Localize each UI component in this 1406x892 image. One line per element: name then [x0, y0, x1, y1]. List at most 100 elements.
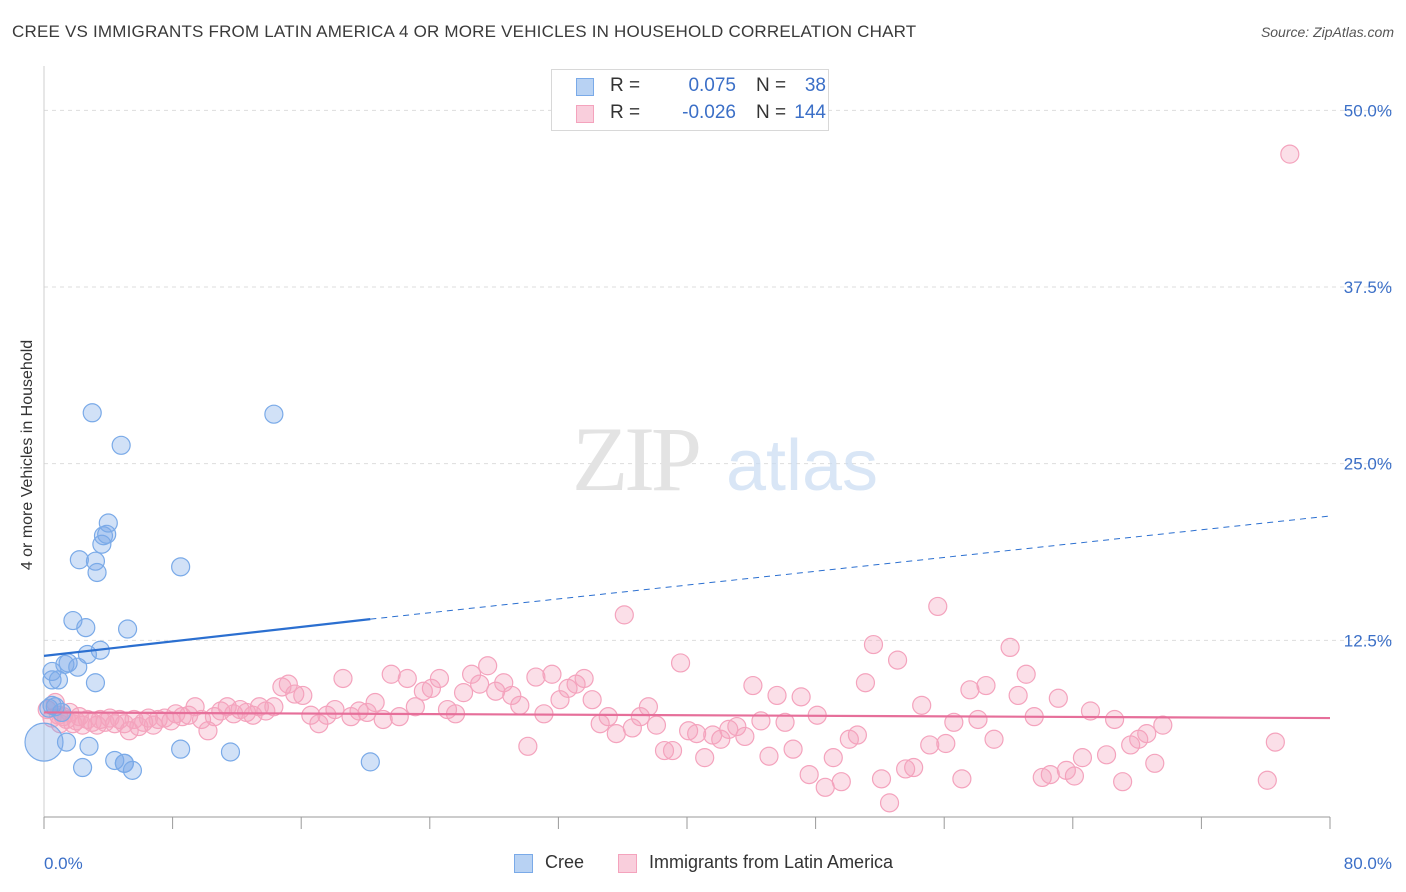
latin-america-points: [37, 144, 1300, 813]
latin-point: [799, 764, 819, 785]
cree-trend-line: [43, 618, 371, 657]
latin-point: [397, 668, 417, 689]
latin-swatch: [576, 105, 594, 123]
latin-point: [1113, 772, 1133, 792]
latin-point: [735, 726, 755, 747]
cree-point: [85, 673, 106, 693]
cree-point: [69, 550, 89, 570]
latin-point: [461, 664, 482, 684]
latin-point: [357, 702, 377, 723]
latin-point: [928, 596, 948, 617]
cree-point: [56, 732, 77, 752]
watermark-zip: ZIP: [572, 408, 699, 510]
n-value-cree: 38: [804, 75, 826, 96]
y-tick-label: 25.0%: [1344, 455, 1392, 474]
cree-point: [24, 722, 64, 762]
latin-point: [526, 667, 546, 687]
latin-point: [952, 769, 972, 789]
latin-point: [936, 733, 956, 754]
latin-point: [1072, 748, 1093, 768]
latin-point: [405, 697, 425, 717]
r-value-cree: 0.075: [688, 75, 736, 96]
cree-point: [42, 695, 62, 715]
axes: [43, 66, 1331, 829]
latin-point: [574, 668, 594, 689]
latin-point: [630, 707, 650, 727]
x-tick-label: 80.0%: [1344, 854, 1392, 873]
latin-point: [831, 772, 851, 792]
latin-point: [687, 724, 707, 744]
tick-labels: 12.5% 25.0% 37.5% 50.0% 0.0% 80.0%: [44, 101, 1392, 873]
cree-point: [87, 562, 107, 583]
latin-point: [1040, 764, 1060, 785]
latin-point: [429, 668, 450, 689]
latin-point: [896, 759, 916, 779]
latin-point: [887, 650, 908, 670]
cree-point: [98, 513, 118, 533]
latin-point: [510, 695, 530, 715]
r-label: R =: [610, 75, 641, 96]
x-tick-label: 0.0%: [44, 854, 83, 873]
latin-point: [614, 605, 634, 625]
latin-point: [606, 724, 626, 744]
n-label: N =: [756, 102, 787, 123]
watermark-atlas: atlas: [726, 426, 878, 506]
latin-point: [333, 668, 353, 689]
n-value-latin: 144: [794, 102, 826, 123]
latin-point: [759, 746, 779, 766]
latin-point: [285, 684, 305, 704]
cree-points: [24, 403, 380, 780]
cree-point: [117, 619, 138, 639]
latin-point: [944, 712, 964, 732]
legend-label-latin: Immigrants from Latin America: [649, 852, 894, 872]
latin-point: [662, 740, 683, 761]
latin-point: [389, 707, 409, 727]
latin-point: [960, 680, 980, 700]
cree-point: [111, 435, 131, 455]
latin-point: [1104, 709, 1125, 730]
latin-point: [646, 715, 667, 735]
cree-trend-extension: [370, 515, 1331, 620]
latin-point: [871, 769, 892, 789]
latin-point: [920, 735, 940, 755]
latin-point: [1016, 664, 1036, 684]
latin-point: [695, 748, 715, 768]
cree-point: [114, 753, 134, 773]
y-tick-label: 12.5%: [1344, 631, 1392, 650]
latin-point: [550, 690, 570, 710]
cree-point: [68, 657, 88, 677]
latin-point: [823, 748, 843, 768]
latin-point: [518, 736, 538, 756]
cree-point: [76, 618, 96, 638]
cree-point: [264, 404, 284, 424]
latin-swatch: [618, 854, 637, 873]
latin-trend-line: [43, 711, 1331, 720]
latin-point: [381, 664, 401, 684]
latin-point: [847, 725, 867, 745]
latin-point: [654, 740, 675, 761]
latin-point: [984, 729, 1004, 749]
cree-swatch: [576, 78, 594, 96]
cree-point: [93, 526, 114, 546]
cree-point: [360, 752, 380, 772]
latin-point: [904, 757, 924, 778]
y-tick-label: 37.5%: [1344, 278, 1392, 297]
latin-point: [421, 678, 442, 698]
latin-point: [478, 656, 498, 676]
cree-point: [79, 736, 99, 756]
latin-point: [119, 721, 139, 741]
cree-point: [220, 742, 241, 762]
cree-point: [122, 760, 143, 780]
latin-point: [365, 692, 385, 713]
latin-point: [976, 675, 996, 696]
latin-point: [968, 709, 988, 730]
r-value-latin: -0.026: [682, 102, 736, 123]
cree-point: [72, 757, 93, 778]
latin-point: [791, 687, 811, 707]
latin-point: [582, 690, 602, 710]
latin-point: [855, 673, 876, 693]
latin-point: [670, 653, 691, 673]
y-tick-label: 50.0%: [1344, 101, 1392, 120]
latin-point: [1008, 685, 1028, 706]
